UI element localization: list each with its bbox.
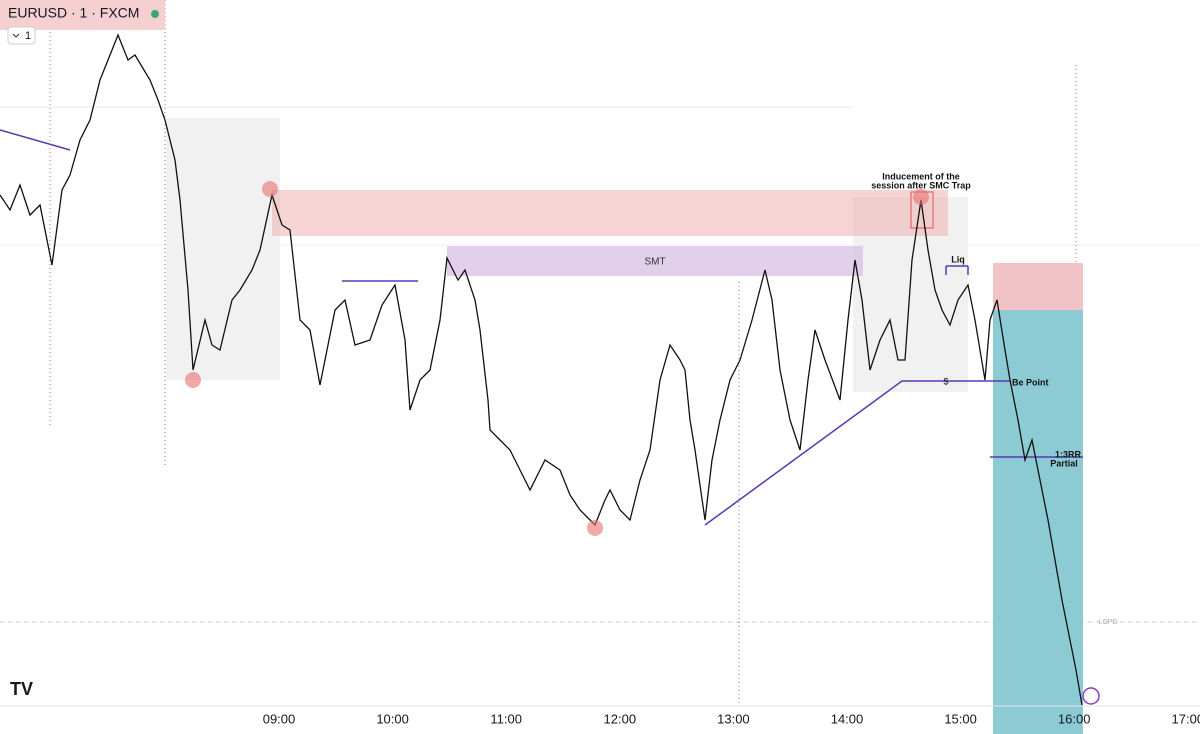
annotation: Inducement of the xyxy=(882,171,960,181)
time-axis: 09:00 10:00 11:00 12:00 13:00 14:00 15:00 16:00… xyxy=(263,711,1200,726)
time-label: 12:00 xyxy=(604,711,637,726)
time-label: 11:00 xyxy=(490,711,522,726)
annotation: Liq xyxy=(951,254,965,264)
time-label: 10:00 xyxy=(376,711,409,726)
supply-zone xyxy=(272,190,948,236)
drawn-lines xyxy=(0,129,1083,526)
annotation: session after SMC Trap xyxy=(871,180,971,190)
symbol-label: EURUSD · 1 · FXCM xyxy=(8,5,139,21)
annotation: Be Point xyxy=(1012,377,1049,387)
time-label: 15:00 xyxy=(944,711,977,726)
header-bg xyxy=(0,0,165,30)
annotation: Partial xyxy=(1050,458,1078,468)
pivot-markers xyxy=(185,181,929,536)
stop-zone xyxy=(993,263,1083,310)
status-dot xyxy=(151,10,159,18)
dropdown-arrow xyxy=(12,33,20,38)
annotation: 1:3RR xyxy=(1055,449,1082,459)
time-label: 16:00 xyxy=(1058,711,1091,726)
time-label: 14:00 xyxy=(831,711,864,726)
logo: TV xyxy=(10,679,33,699)
annotation: SMT xyxy=(644,257,665,268)
smt-zone xyxy=(447,246,863,276)
price-path xyxy=(0,33,1083,706)
grey-zone xyxy=(166,118,280,380)
time-label: 13:00 xyxy=(717,711,750,726)
target-zone xyxy=(993,310,1083,734)
annotation: LOPD xyxy=(1098,619,1117,626)
alert-button[interactable] xyxy=(1082,687,1100,705)
interval-dropdown[interactable] xyxy=(7,26,36,45)
time-label: 09:00 xyxy=(263,711,296,726)
annotation: $ xyxy=(943,376,948,386)
time-label: 17:00 xyxy=(1172,711,1200,726)
interval-label: 1 xyxy=(25,30,31,42)
